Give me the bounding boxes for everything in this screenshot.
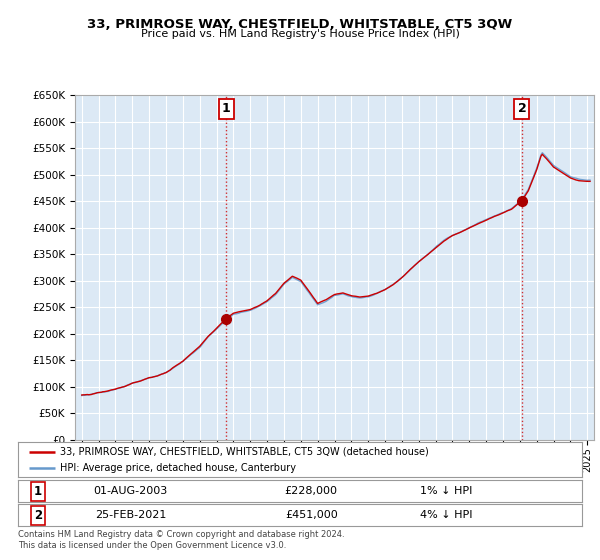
Text: 33, PRIMROSE WAY, CHESTFIELD, WHITSTABLE, CT5 3QW (detached house): 33, PRIMROSE WAY, CHESTFIELD, WHITSTABLE… [60, 447, 429, 457]
Text: 1% ↓ HPI: 1% ↓ HPI [421, 486, 473, 496]
Text: 4% ↓ HPI: 4% ↓ HPI [421, 510, 473, 520]
Text: Contains HM Land Registry data © Crown copyright and database right 2024.
This d: Contains HM Land Registry data © Crown c… [18, 530, 344, 550]
Text: £451,000: £451,000 [285, 510, 338, 520]
Text: 01-AUG-2003: 01-AUG-2003 [94, 486, 168, 496]
Text: 1: 1 [222, 102, 231, 115]
Text: £228,000: £228,000 [285, 486, 338, 496]
Text: 2: 2 [518, 102, 526, 115]
Text: 1: 1 [34, 484, 42, 498]
Text: HPI: Average price, detached house, Canterbury: HPI: Average price, detached house, Cant… [60, 463, 296, 473]
Text: 33, PRIMROSE WAY, CHESTFIELD, WHITSTABLE, CT5 3QW: 33, PRIMROSE WAY, CHESTFIELD, WHITSTABLE… [88, 18, 512, 31]
Text: 25-FEB-2021: 25-FEB-2021 [95, 510, 166, 520]
Text: Price paid vs. HM Land Registry's House Price Index (HPI): Price paid vs. HM Land Registry's House … [140, 29, 460, 39]
Text: 2: 2 [34, 508, 42, 522]
